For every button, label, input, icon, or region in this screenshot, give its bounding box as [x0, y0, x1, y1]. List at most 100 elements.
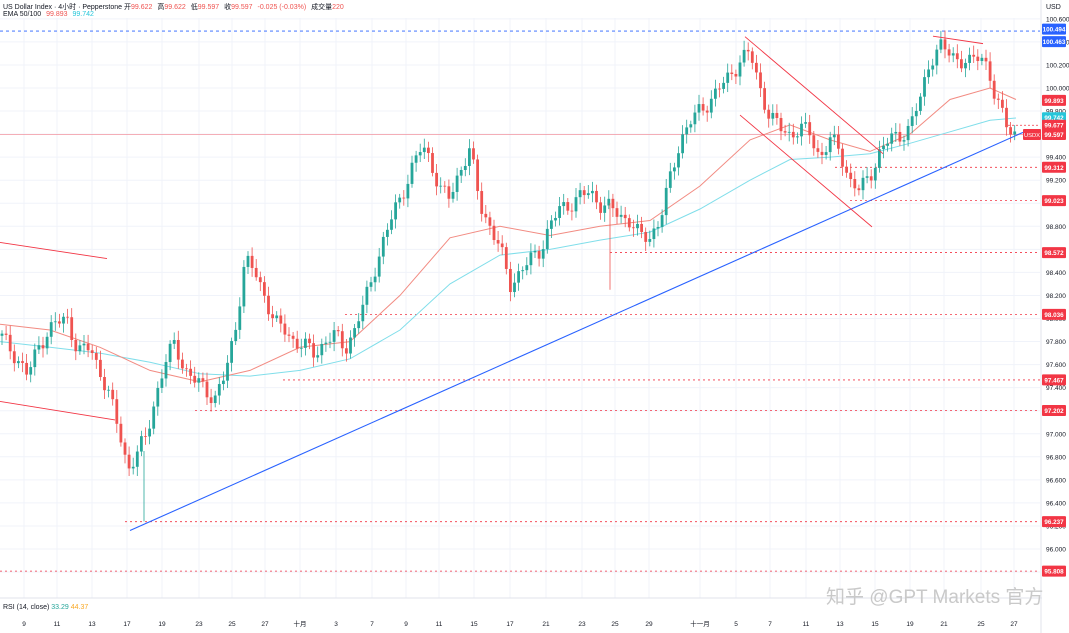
candle-body — [70, 317, 74, 340]
candle-body — [935, 49, 939, 66]
candle-body — [685, 127, 689, 135]
candle-body — [185, 368, 188, 370]
time-tick-label: 9 — [404, 621, 408, 628]
candle-body — [636, 223, 639, 229]
candle-body — [837, 134, 840, 149]
candle-body — [242, 266, 246, 307]
candle-body — [558, 206, 561, 218]
candle-body — [972, 54, 976, 57]
high-value: 99.622 — [164, 4, 186, 11]
candle-body — [62, 316, 65, 324]
candle-body — [103, 377, 106, 391]
candle-body — [910, 116, 914, 126]
candle-body — [656, 227, 660, 229]
time-tick-label: 11 — [436, 621, 443, 628]
candle-body — [144, 436, 147, 437]
candle-body — [463, 165, 467, 171]
candle-body — [734, 73, 738, 77]
candle-body — [336, 330, 340, 332]
candle-body — [37, 345, 41, 350]
price-tag — [1042, 516, 1066, 528]
candle-body — [4, 333, 8, 335]
low-value: 99.597 — [197, 4, 220, 11]
symbol-title[interactable]: US Dollar Index · 4小时 · Pepperstone — [3, 4, 123, 11]
candle-body — [541, 249, 545, 259]
candle-body — [705, 110, 709, 113]
watermark: 知乎 @GPT Markets 官方 — [826, 587, 1044, 608]
candle-body — [410, 162, 414, 184]
candle-body — [468, 148, 471, 166]
price-tick-label: 96.400 — [1046, 500, 1066, 507]
candle-body — [783, 131, 787, 133]
candle-body — [890, 133, 894, 144]
candle-body — [849, 172, 853, 180]
price-tag — [1042, 36, 1066, 48]
candle-body — [767, 109, 771, 119]
time-tick-label: 25 — [611, 621, 619, 628]
ema50-line — [0, 87, 1017, 383]
candle-body — [74, 339, 78, 352]
price-tag-label: 97.202 — [1044, 408, 1064, 415]
candle-body — [484, 213, 488, 218]
candle-body — [304, 338, 307, 348]
candle-body — [189, 368, 192, 376]
candle-body — [205, 381, 209, 398]
candle-body — [140, 436, 143, 452]
candle-body — [898, 131, 902, 142]
candle-body — [992, 80, 996, 99]
candle-body — [828, 137, 832, 153]
horizontal-levels — [0, 30, 1040, 572]
candle-body — [172, 339, 176, 344]
candle-body — [234, 329, 238, 342]
candle-body — [619, 214, 623, 217]
time-tick-label: 23 — [578, 621, 586, 628]
candle-body — [345, 348, 348, 354]
candle-body — [738, 62, 742, 77]
time-tick-label: 15 — [871, 621, 879, 628]
candle-body — [365, 286, 369, 305]
time-tick-label: 十一月 — [690, 619, 710, 628]
candle-body — [1005, 107, 1008, 128]
price-tag-label: 96.237 — [1044, 519, 1064, 526]
price-tick-label: 98.800 — [1046, 224, 1066, 231]
candle-body — [517, 271, 520, 283]
candle-body — [980, 57, 984, 62]
candle-body — [291, 335, 295, 339]
candle-body — [742, 49, 746, 63]
candle-body — [258, 277, 262, 283]
candle-body — [697, 104, 701, 113]
candle-body — [845, 166, 848, 173]
candle-body — [123, 442, 127, 455]
candle-body — [201, 378, 205, 382]
candle-body — [660, 215, 664, 228]
price-tag-label: 99.677 — [1044, 123, 1064, 130]
candle-body — [873, 167, 877, 181]
candle-body — [578, 190, 582, 198]
ema-legend[interactable]: EMA 50/100 99.893 99.742 — [3, 11, 94, 18]
candle-body — [29, 367, 33, 375]
candle-body — [960, 59, 963, 69]
rsi-legend[interactable]: RSI (14, close) 33.29 44.37 — [3, 604, 88, 611]
low-label: 低 — [190, 4, 198, 11]
candle-body — [193, 375, 197, 383]
candle-body — [550, 220, 553, 229]
candle-body — [800, 123, 803, 137]
candle-body — [668, 171, 672, 188]
close-value: 99.597 — [231, 4, 253, 11]
candle-body — [529, 252, 533, 266]
candle-body — [779, 118, 783, 132]
candle-body — [652, 228, 656, 240]
candle-body — [99, 359, 102, 378]
candle-body — [8, 334, 12, 352]
candle-body — [164, 362, 168, 379]
price-tag-label: 99.597 — [1044, 132, 1064, 139]
time-tick-label: 17 — [506, 621, 514, 628]
open-label: 开 — [124, 4, 132, 11]
candle-body — [148, 428, 151, 437]
chart-header: US Dollar Index · 4小时 · Pepperstone 开 99.… — [3, 2, 344, 12]
candle-body — [271, 314, 274, 319]
candle-body — [398, 197, 402, 203]
candle-body — [324, 342, 328, 344]
candle-body — [217, 384, 221, 396]
